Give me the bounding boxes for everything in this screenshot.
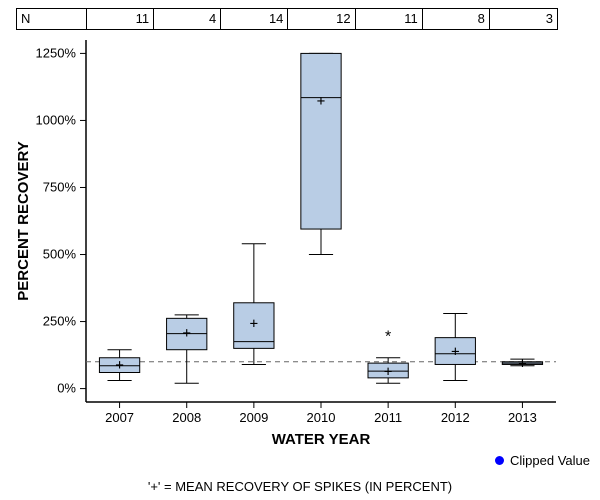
svg-text:750%: 750% — [43, 179, 77, 194]
svg-text:2012: 2012 — [441, 410, 470, 425]
svg-text:2007: 2007 — [105, 410, 134, 425]
mean-marker: + — [451, 344, 459, 360]
svg-text:1250%: 1250% — [36, 45, 77, 60]
svg-text:1000%: 1000% — [36, 112, 77, 127]
y-axis-title: PERCENT RECOVERY — [15, 141, 32, 300]
mean-marker: + — [250, 316, 258, 332]
box — [301, 53, 341, 229]
n-table-value: 4 — [209, 11, 216, 26]
n-table-value: 11 — [136, 11, 150, 26]
caption: '+' = MEAN RECOVERY OF SPIKES (IN PERCEN… — [0, 479, 600, 494]
x-axis-title: WATER YEAR — [272, 431, 371, 448]
n-table-cell: 11 — [356, 9, 423, 29]
legend-label: Clipped Value — [510, 453, 590, 468]
mean-marker: + — [518, 356, 526, 372]
svg-text:2011: 2011 — [374, 410, 402, 425]
n-table-cell: 12 — [288, 9, 355, 29]
mean-marker: + — [182, 325, 190, 341]
n-table-label-cell: N — [17, 9, 87, 29]
n-table-cell: 14 — [221, 9, 288, 29]
n-table-value: 11 — [404, 11, 418, 26]
legend-dot-icon — [495, 456, 504, 465]
svg-text:500%: 500% — [43, 247, 77, 262]
n-table-label: N — [21, 11, 82, 26]
n-table-value: 14 — [269, 11, 283, 26]
svg-text:2013: 2013 — [508, 410, 537, 425]
n-count-table: N 11 4 14 12 11 8 3 — [16, 8, 558, 30]
boxplot-chart: 0% 250% 500% 750% 1000% 1250% 2007 2008 2009 2010… — [0, 0, 600, 460]
svg-text:2009: 2009 — [239, 410, 268, 425]
n-table-cell: 3 — [490, 9, 557, 29]
mean-marker: + — [317, 93, 325, 109]
n-table-cell: 11 — [87, 9, 154, 29]
svg-text:250%: 250% — [43, 314, 77, 329]
n-table-value: 8 — [478, 11, 485, 26]
n-table-cell: 4 — [154, 9, 221, 29]
mean-marker: + — [115, 357, 123, 373]
n-table-value: 3 — [546, 11, 553, 26]
svg-text:0%: 0% — [57, 381, 76, 396]
n-table-value: 12 — [336, 11, 350, 26]
n-table-cell: 8 — [423, 9, 490, 29]
mean-marker: + — [384, 364, 392, 380]
svg-text:2008: 2008 — [172, 410, 201, 425]
svg-text:2010: 2010 — [307, 410, 336, 425]
legend-clipped-value: Clipped Value — [495, 453, 590, 468]
outlier-marker: * — [385, 328, 391, 345]
